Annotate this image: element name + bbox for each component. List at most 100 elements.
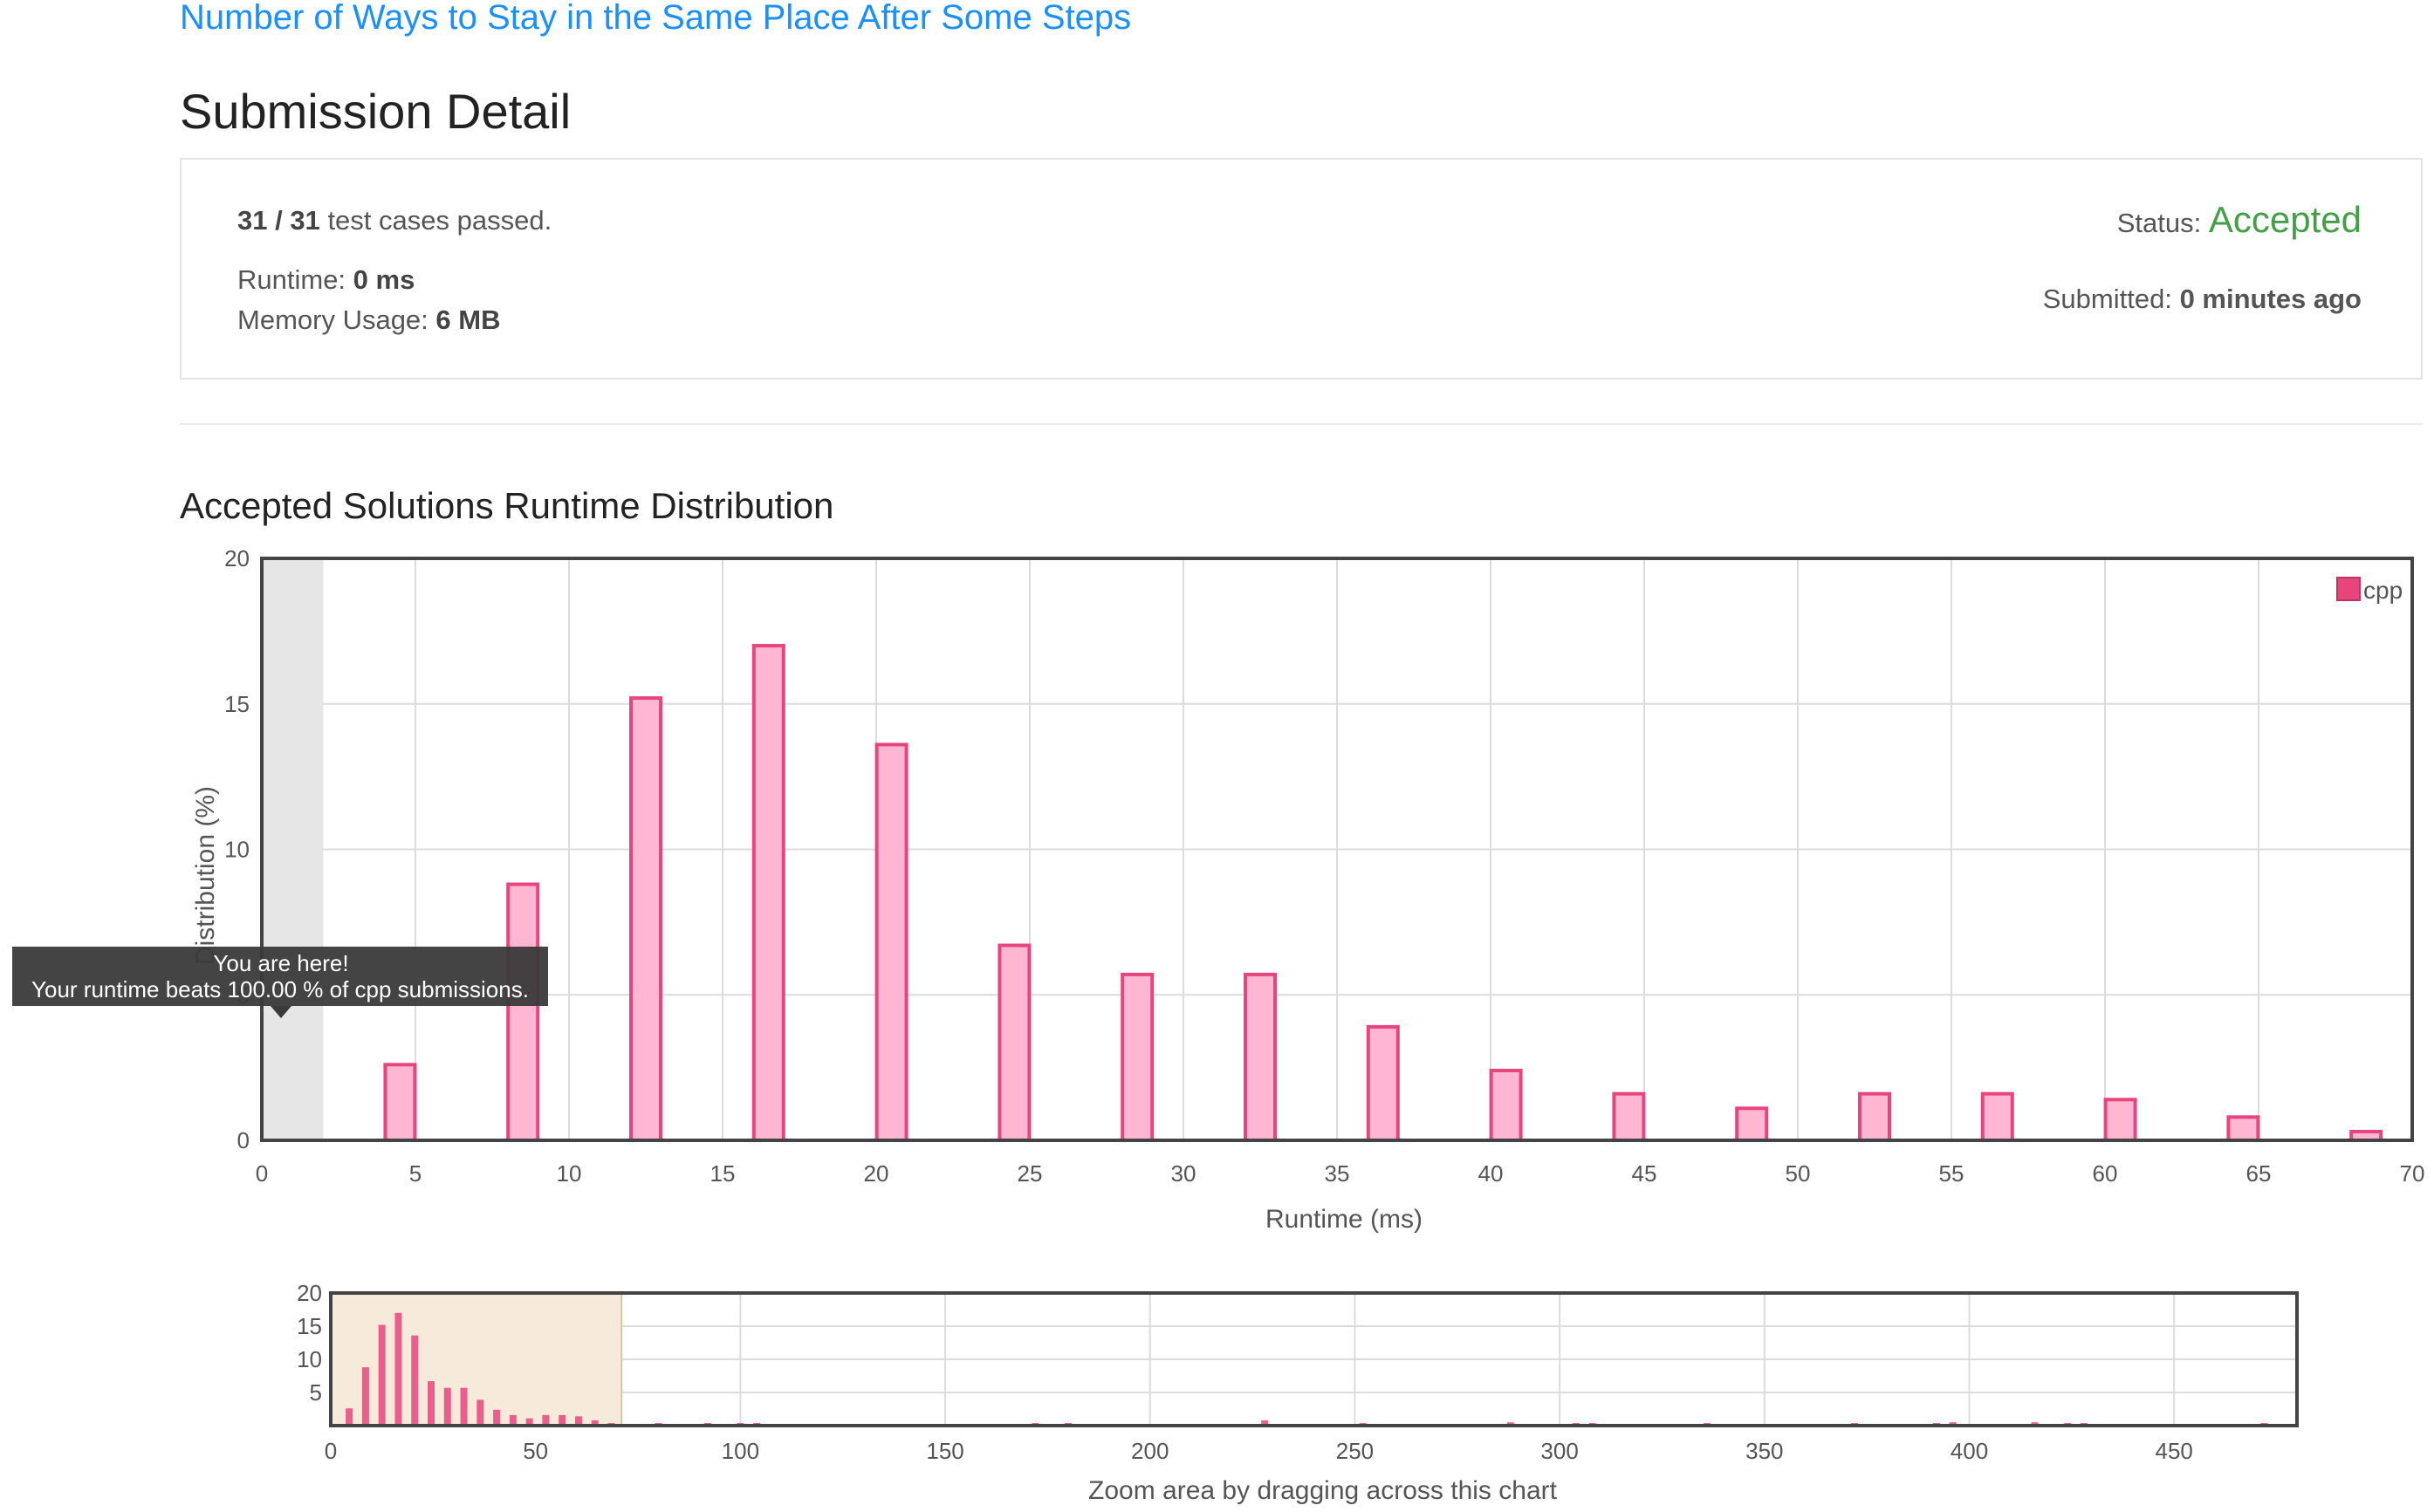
memory-value: 6 MB [435, 304, 501, 335]
y-tick-label: 0 [237, 1127, 250, 1153]
navigator-bar [574, 1416, 582, 1426]
zoom-instruction: Zoom area by dragging across this chart [1088, 1476, 1558, 1505]
status-accepted-link[interactable]: Accepted [2208, 199, 2362, 240]
navigator-bar [559, 1414, 566, 1426]
submitted-value: 0 minutes ago [2179, 284, 2362, 314]
nav-x-tick-label: 400 [1951, 1438, 1988, 1464]
y-tick-label: 10 [224, 837, 250, 863]
x-tick-label: 20 [864, 1160, 889, 1187]
nav-y-tick-label: 15 [297, 1313, 322, 1339]
navigator-bar [427, 1381, 435, 1426]
runtime-bar[interactable] [2226, 1115, 2260, 1142]
nav-x-tick-label: 200 [1131, 1438, 1169, 1464]
test-cases-suffix: test cases passed. [327, 205, 552, 236]
x-tick-label: 35 [1325, 1160, 1350, 1187]
x-tick-label: 15 [710, 1160, 736, 1187]
navigator-bar [443, 1387, 451, 1426]
status-label: Status: [2116, 208, 2202, 238]
navigator-bar [477, 1399, 484, 1426]
runtime-label: Runtime: [237, 264, 346, 295]
tooltip-arrow [271, 1006, 291, 1018]
y-axis-label: Distribution (%) [191, 786, 220, 965]
runtime-line: Runtime: 0 ms [237, 264, 415, 296]
zoom-navigator-chart[interactable]: 0 50 100 150 200 250 300 350 400 450 5 10 15 20 [297, 1280, 2299, 1464]
nav-x-tick-label: 450 [2155, 1438, 2192, 1464]
navigator-bar [542, 1414, 550, 1426]
x-tick-label: 5 [409, 1160, 422, 1187]
test-cases-summary: 31 / 31 test cases passed. [237, 205, 552, 236]
runtime-bar[interactable] [1980, 1091, 2014, 1143]
memory-label: Memory Usage: [237, 304, 429, 335]
nav-y-tick-label: 10 [297, 1346, 322, 1372]
nav-x-tick-label: 250 [1336, 1438, 1374, 1464]
runtime-bar[interactable] [1858, 1091, 1891, 1143]
nav-y-tick-label: 20 [297, 1280, 322, 1306]
runtime-bar[interactable] [1244, 972, 1277, 1143]
runtime-value: 0 ms [353, 264, 415, 295]
tooltip-heading: You are here! [213, 950, 348, 976]
x-tick-label: 45 [1632, 1160, 1657, 1187]
navigator-bar [591, 1420, 599, 1426]
main-plot-frame [260, 557, 2414, 1142]
submitted-label: Submitted: [2042, 284, 2172, 314]
navigator-frame [329, 1291, 2299, 1427]
runtime-bar[interactable] [751, 644, 785, 1142]
y-tick-label: 15 [224, 691, 250, 717]
y-tick-label: 20 [224, 545, 250, 571]
runtime-bar[interactable] [1121, 972, 1155, 1143]
navigator-bar [1261, 1420, 1269, 1426]
runtime-bar[interactable] [629, 696, 662, 1143]
legend-label-cpp: cpp [2363, 577, 2403, 604]
x-tick-label: 55 [1939, 1160, 1964, 1187]
memory-line: Memory Usage: 6 MB [237, 304, 501, 336]
runtime-tooltip: You are here! Your runtime beats 100.00 … [12, 947, 548, 1018]
x-tick-label: 0 [256, 1160, 268, 1187]
navigator-bar [361, 1367, 369, 1426]
zoom-selection-area[interactable] [330, 1292, 623, 1426]
navigator-bar [525, 1418, 533, 1426]
navigator-bar [411, 1335, 419, 1426]
x-tick-label: 10 [557, 1160, 582, 1187]
runtime-bar[interactable] [2103, 1098, 2137, 1143]
x-tick-label: 65 [2246, 1160, 2272, 1187]
x-tick-label: 60 [2093, 1160, 2118, 1187]
x-tick-label: 30 [1171, 1160, 1196, 1187]
current-runtime-highlight [262, 558, 324, 1140]
runtime-bar[interactable] [998, 943, 1032, 1143]
nav-y-tick-label: 5 [310, 1379, 322, 1406]
x-axis-label: Runtime (ms) [1265, 1205, 1423, 1234]
runtime-bar[interactable] [383, 1063, 417, 1143]
navigator-bar [378, 1324, 386, 1426]
runtime-bar[interactable] [1366, 1024, 1400, 1143]
runtime-bar[interactable] [1612, 1091, 1646, 1143]
navigator-bar [394, 1312, 402, 1426]
distribution-title: Accepted Solutions Runtime Distribution [180, 485, 834, 526]
nav-x-tick-label: 0 [325, 1438, 337, 1464]
status-line: Status: Accepted [2117, 199, 2362, 241]
legend-swatch-cpp [2336, 577, 2361, 601]
submission-detail-panel: 31 / 31 test cases passed. Runtime: 0 ms… [180, 158, 2423, 380]
legend[interactable]: cpp [2336, 577, 2403, 604]
navigator-bar [346, 1408, 353, 1426]
nav-x-tick-label: 300 [1540, 1438, 1578, 1464]
page-title: Submission Detail [180, 84, 572, 139]
x-tick-label: 25 [1018, 1160, 1043, 1187]
runtime-bar[interactable] [1489, 1068, 1523, 1142]
problem-title-link[interactable]: Number of Ways to Stay in the Same Place… [180, 0, 1132, 37]
runtime-bar[interactable] [1735, 1106, 1769, 1142]
x-tick-label: 40 [1478, 1160, 1504, 1187]
nav-x-tick-label: 150 [926, 1438, 963, 1464]
submitted-line: Submitted: 0 minutes ago [2043, 284, 2362, 315]
navigator-bar [509, 1414, 517, 1426]
nav-x-tick-label: 50 [523, 1438, 548, 1464]
x-tick-label: 70 [2400, 1160, 2425, 1187]
runtime-bar[interactable] [506, 882, 540, 1143]
nav-x-tick-label: 100 [722, 1438, 759, 1464]
nav-x-tick-label: 350 [1745, 1438, 1783, 1464]
x-tick-label: 50 [1786, 1160, 1811, 1187]
test-cases-count: 31 / 31 [237, 205, 320, 236]
navigator-bar [493, 1409, 501, 1426]
runtime-bar[interactable] [874, 742, 908, 1142]
tooltip-message: Your runtime beats 100.00 % of cpp submi… [31, 976, 529, 1002]
